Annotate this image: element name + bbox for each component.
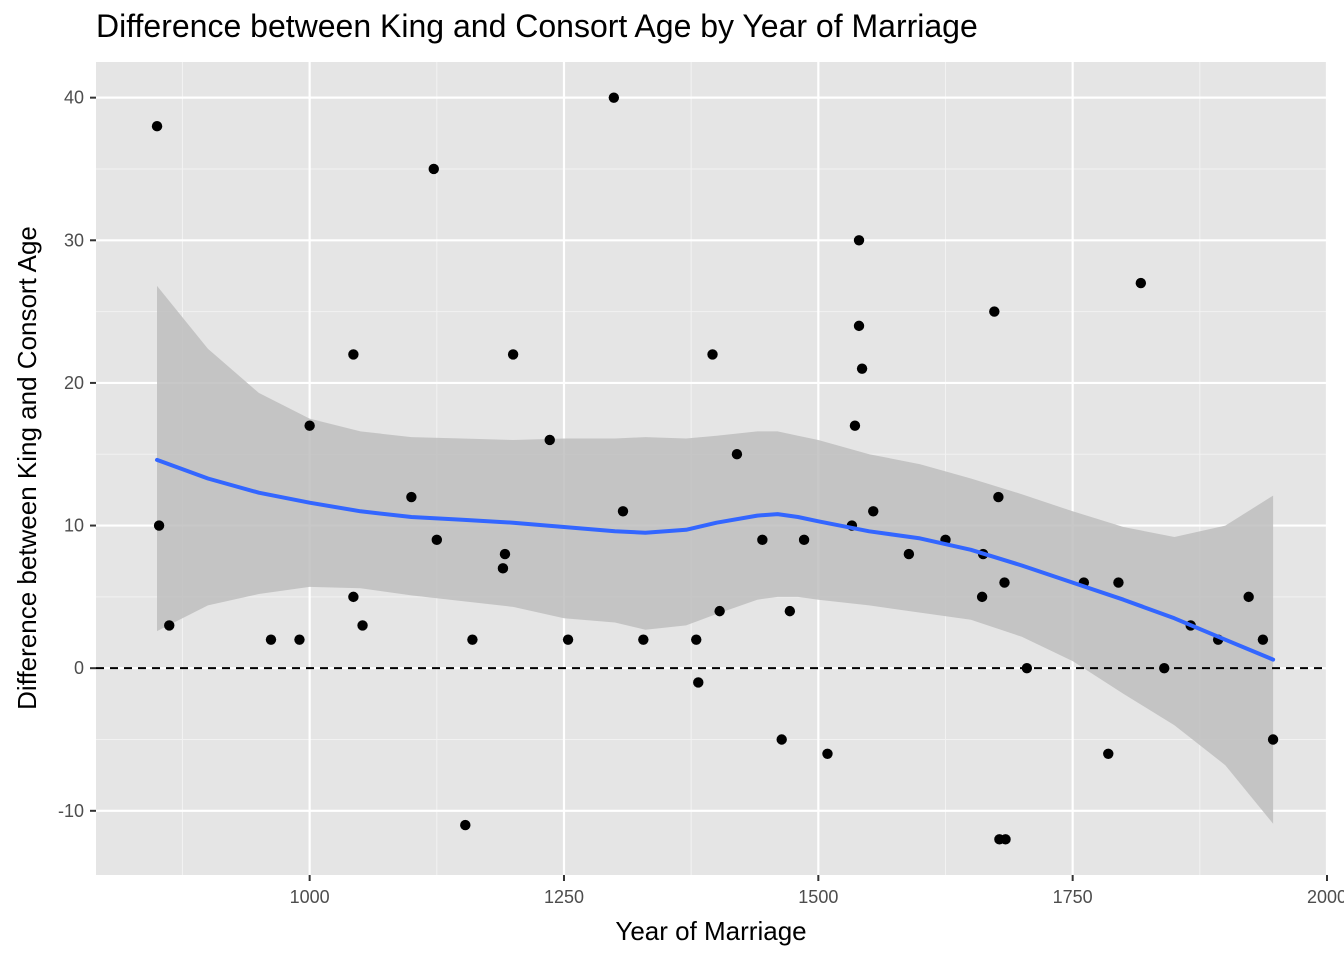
data-point bbox=[153, 520, 165, 531]
data-point bbox=[1135, 277, 1147, 289]
confidence-band bbox=[157, 285, 1274, 824]
data-point bbox=[428, 163, 439, 175]
data-point bbox=[993, 491, 1004, 503]
confidence-band-layer bbox=[157, 285, 1274, 824]
data-point bbox=[999, 577, 1010, 588]
data-point bbox=[499, 548, 511, 560]
data-point bbox=[460, 819, 471, 831]
data-point bbox=[784, 605, 796, 617]
data-point bbox=[294, 634, 305, 645]
data-point bbox=[431, 534, 443, 546]
axis-layer: 1000 1250 1500 1750 2000 -10 0 10 20 30 40 bbox=[58, 88, 1344, 907]
data-point bbox=[714, 605, 725, 617]
data-point bbox=[989, 306, 1000, 317]
y-tick-label: 30 bbox=[64, 230, 84, 250]
data-point bbox=[544, 434, 555, 446]
data-point bbox=[757, 534, 768, 546]
data-point bbox=[868, 506, 879, 517]
x-tick-label: 1250 bbox=[544, 887, 584, 907]
data-point bbox=[265, 634, 277, 645]
x-tick-label: 1000 bbox=[290, 887, 330, 907]
data-point bbox=[608, 92, 620, 103]
chart-title: Difference between King and Consort Age … bbox=[96, 8, 978, 44]
data-point bbox=[822, 748, 833, 759]
data-point bbox=[731, 449, 743, 460]
y-axis-title: Difference between King and Consort Age bbox=[12, 226, 42, 710]
smooth-trend-line bbox=[155, 457, 1276, 662]
data-point bbox=[1103, 748, 1114, 759]
data-point bbox=[976, 591, 988, 603]
data-point bbox=[357, 620, 368, 631]
data-point bbox=[853, 235, 865, 246]
x-tick-label: 2000 bbox=[1307, 887, 1344, 907]
smooth-line-layer bbox=[155, 457, 1276, 662]
data-point bbox=[856, 363, 868, 374]
data-point bbox=[348, 349, 359, 360]
data-point bbox=[617, 506, 629, 517]
data-point bbox=[1000, 834, 1011, 845]
data-point bbox=[562, 634, 574, 645]
data-point bbox=[1257, 634, 1269, 645]
data-point bbox=[849, 420, 861, 431]
x-tick-label: 1750 bbox=[1053, 887, 1093, 907]
data-point bbox=[151, 120, 163, 132]
data-point bbox=[1021, 662, 1033, 674]
data-point bbox=[164, 620, 175, 631]
data-point bbox=[638, 634, 649, 645]
data-point bbox=[1243, 591, 1254, 603]
data-point bbox=[707, 349, 718, 360]
data-point bbox=[1159, 662, 1170, 674]
y-tick-label: 20 bbox=[64, 373, 84, 393]
data-point bbox=[798, 534, 810, 546]
x-axis-title: Year of Marriage bbox=[615, 916, 806, 946]
data-point bbox=[853, 320, 865, 332]
data-point bbox=[691, 634, 702, 645]
y-tick-label: 10 bbox=[64, 516, 84, 536]
x-tick-label: 1500 bbox=[798, 887, 838, 907]
data-point bbox=[776, 734, 787, 745]
data-point bbox=[406, 491, 417, 503]
data-point bbox=[497, 563, 509, 574]
y-tick-label: -10 bbox=[58, 801, 84, 821]
data-point bbox=[348, 591, 359, 603]
data-point bbox=[1113, 577, 1124, 588]
data-point bbox=[693, 677, 704, 688]
data-point bbox=[903, 548, 915, 560]
y-tick-label: 40 bbox=[64, 88, 84, 108]
y-tick-label: 0 bbox=[74, 658, 84, 678]
data-point bbox=[304, 420, 315, 431]
data-point bbox=[467, 634, 478, 645]
data-point bbox=[507, 349, 519, 360]
points-layer bbox=[151, 92, 1279, 845]
data-point bbox=[1267, 734, 1279, 745]
